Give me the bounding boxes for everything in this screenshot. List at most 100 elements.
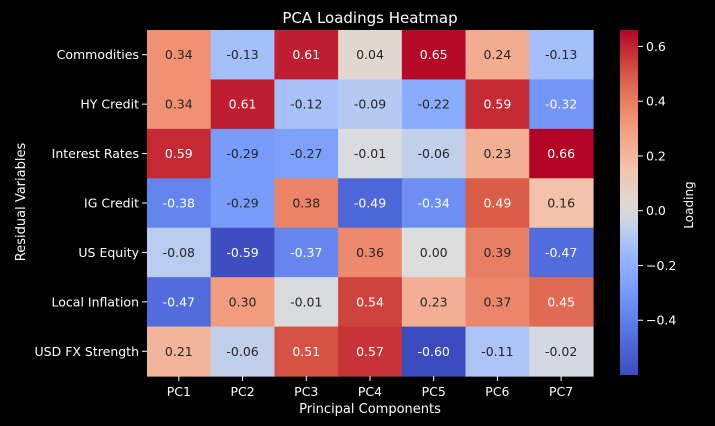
heatmap-cell xyxy=(465,178,530,229)
y-tick-label: HY Credit xyxy=(80,97,139,112)
heatmap-cell xyxy=(465,227,530,278)
heatmap-cell xyxy=(274,178,339,229)
heatmap-cell xyxy=(210,79,276,130)
cell-value-label: 0.37 xyxy=(483,294,511,309)
colorbar-ticks: −0.4 −0.2 0.0 0.2 0.4 0.6 xyxy=(638,39,676,328)
x-tick-label: PC2 xyxy=(230,384,254,399)
heatmap-cell xyxy=(147,178,212,229)
heatmap-cell xyxy=(529,227,594,278)
cell-value-label: -0.27 xyxy=(290,146,322,161)
cell-value-label: -0.01 xyxy=(354,146,386,161)
cell-value-label: 0.34 xyxy=(165,97,193,112)
cell-value-label: -0.22 xyxy=(418,97,450,112)
cell-value-label: -0.02 xyxy=(545,344,577,359)
cell-value-label: 0.49 xyxy=(483,196,511,211)
cell-value-label: -0.32 xyxy=(545,97,577,112)
cell-annotations: 0.34 -0.13 0.61 0.04 0.65 0.24 -0.13 0.34 0.61 -0… xyxy=(163,47,578,359)
heatmap-cell xyxy=(401,227,467,278)
cell-value-label: 0.16 xyxy=(547,196,575,211)
cell-value-label: -0.11 xyxy=(481,344,513,359)
heatmap-cell xyxy=(401,79,467,130)
cell-value-label: 0.23 xyxy=(483,146,511,161)
cell-value-label: 0.59 xyxy=(165,146,193,161)
heatmap-cell xyxy=(210,30,276,81)
heatmap-cell xyxy=(338,326,403,377)
heatmap-cell xyxy=(147,79,212,130)
heatmap-cell xyxy=(465,277,530,328)
colorbar-tick-label: 0.2 xyxy=(646,148,666,163)
y-tick-label: Commodities xyxy=(57,47,139,62)
cell-value-label: 0.23 xyxy=(420,294,448,309)
heatmap-cell xyxy=(274,326,339,377)
colorbar-tick-label: 0.6 xyxy=(646,39,666,54)
heatmap-cell xyxy=(147,30,212,81)
heatmap-cell xyxy=(401,277,467,328)
heatmap-cell xyxy=(274,277,339,328)
cell-value-label: -0.49 xyxy=(354,196,386,211)
cell-value-label: -0.13 xyxy=(226,47,258,62)
cell-value-label: -0.08 xyxy=(163,245,195,260)
heatmap-cell xyxy=(338,128,403,179)
cell-value-label: -0.29 xyxy=(226,146,258,161)
heatmap-cell xyxy=(465,326,530,377)
cell-value-label: 0.59 xyxy=(483,97,511,112)
cell-value-label: 0.45 xyxy=(547,294,575,309)
heatmap-cell xyxy=(529,30,594,81)
cell-value-label: 0.21 xyxy=(165,344,193,359)
y-axis-ticks: Commodities HY Credit Interest Rates IG Cre… xyxy=(35,47,147,359)
cell-value-label: -0.13 xyxy=(545,47,577,62)
heatmap-cell xyxy=(465,79,530,130)
heatmap-cell xyxy=(465,128,530,179)
x-tick-label: PC4 xyxy=(358,384,382,399)
cell-value-label: -0.38 xyxy=(163,196,195,211)
colorbar xyxy=(620,30,638,375)
x-tick-label: PC7 xyxy=(549,384,573,399)
chart-title: PCA Loadings Heatmap xyxy=(282,9,457,27)
heatmap-cell xyxy=(274,128,339,179)
x-tick-label: PC3 xyxy=(294,384,318,399)
cell-value-label: -0.59 xyxy=(226,245,258,260)
heatmap-cell xyxy=(529,128,594,179)
cell-value-label: 0.65 xyxy=(420,47,448,62)
cell-value-label: -0.06 xyxy=(226,344,258,359)
cell-value-label: 0.30 xyxy=(229,294,257,309)
heatmap-cell xyxy=(338,30,403,81)
colorbar-tick-label: 0.4 xyxy=(646,94,666,109)
y-tick-label: USD FX Strength xyxy=(35,344,139,359)
cell-value-label: -0.60 xyxy=(418,344,450,359)
x-axis-label: Principal Components xyxy=(299,402,441,417)
heatmap-cell xyxy=(401,30,467,81)
x-tick-label: PC5 xyxy=(422,384,446,399)
heatmap-cell xyxy=(147,128,212,179)
cell-value-label: 0.61 xyxy=(292,47,320,62)
heatmap-cell xyxy=(529,277,594,328)
heatmap-cell xyxy=(210,227,276,278)
heatmap-cell xyxy=(401,128,467,179)
heatmap-cell xyxy=(529,178,594,229)
heatmap-cell xyxy=(274,30,339,81)
heatmap-cell xyxy=(147,277,212,328)
heatmap-cell xyxy=(338,79,403,130)
cell-value-label: -0.12 xyxy=(290,97,322,112)
cell-value-label: -0.06 xyxy=(418,146,450,161)
heatmap-cell xyxy=(338,178,403,229)
cell-value-label: 0.00 xyxy=(420,245,448,260)
colorbar-label: Loading xyxy=(682,181,696,228)
colorbar-tick-label: −0.4 xyxy=(646,313,676,328)
heatmap-cell xyxy=(210,326,276,377)
cell-value-label: -0.37 xyxy=(290,245,322,260)
heatmap-cell xyxy=(401,326,467,377)
heatmap-cell xyxy=(338,277,403,328)
heatmap-cell xyxy=(338,227,403,278)
heatmap-cell xyxy=(147,326,212,377)
heatmap-cell xyxy=(529,326,594,377)
cell-value-label: -0.29 xyxy=(226,196,258,211)
cell-value-label: 0.57 xyxy=(356,344,384,359)
x-axis-ticks: PC1 PC2 PC3 PC4 PC5 PC6 PC7 xyxy=(167,376,573,399)
heatmap-cell xyxy=(210,128,276,179)
cell-value-label: -0.47 xyxy=(545,245,577,260)
cell-value-label: -0.34 xyxy=(418,196,450,211)
heatmap-cell xyxy=(147,227,212,278)
y-axis-label: Residual Variables xyxy=(14,143,29,262)
